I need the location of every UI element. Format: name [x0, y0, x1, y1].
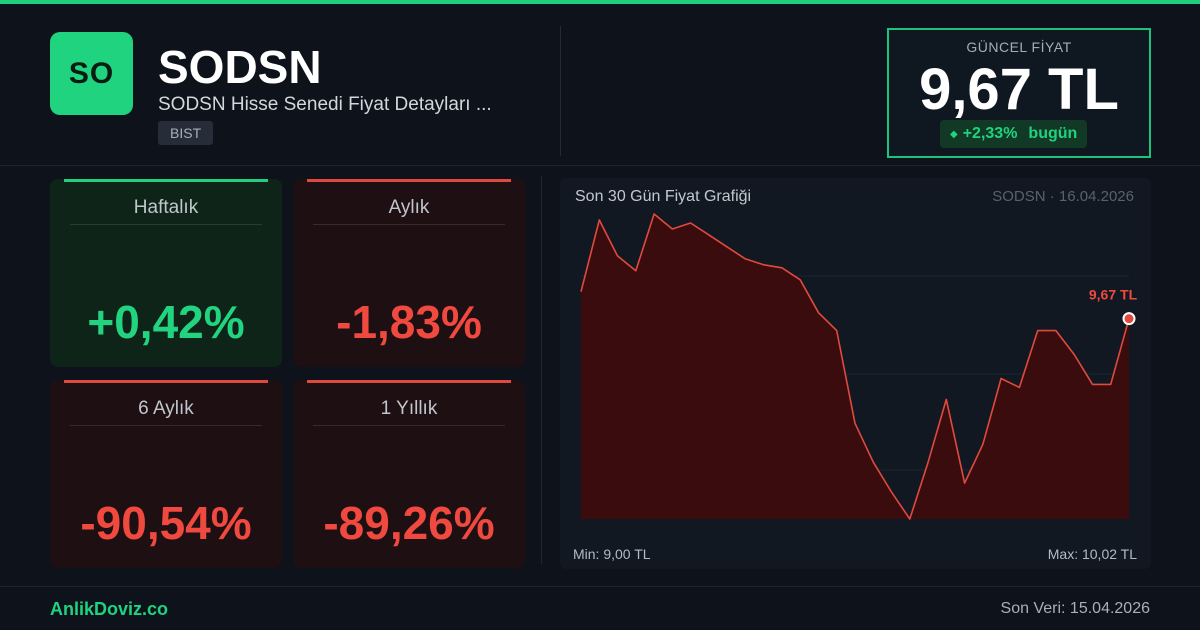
header-divider: [560, 26, 561, 156]
stock-logo: SO: [50, 32, 133, 115]
stock-subtitle: SODSN Hisse Senedi Fiyat Detayları ...: [158, 94, 492, 115]
stat-label: 1 Yıllık: [313, 398, 505, 426]
chart-max-label: Max: 10,02 TL: [1047, 546, 1137, 562]
brand-link[interactable]: AnlikDoviz.co: [50, 599, 169, 619]
header-separator: [0, 165, 1200, 166]
card-accent: [64, 179, 268, 182]
stat-value: -1,83%: [336, 296, 482, 348]
card-accent: [64, 380, 268, 383]
stat-card-6-month: 6 Aylık -90,54%: [50, 380, 282, 568]
current-price-label: GÜNCEL FİYAT: [966, 39, 1072, 55]
logo-text: SO: [68, 56, 115, 90]
content-divider: [541, 176, 542, 564]
stat-card-monthly: Aylık -1,83%: [293, 179, 525, 367]
stat-label: 6 Aylık: [70, 398, 262, 426]
chart-min-label: Min: 9,00 TL: [573, 546, 651, 562]
chart-meta: SODSN · 16.04.2026: [992, 188, 1134, 205]
ticker-symbol: SODSN: [158, 41, 322, 93]
stat-value: -89,26%: [323, 497, 495, 549]
chart-panel: [560, 178, 1151, 569]
card-accent: [307, 380, 511, 383]
up-diamond-icon: ◆: [950, 128, 958, 140]
stat-label: Aylık: [313, 197, 505, 225]
top-accent-bar: [0, 0, 1200, 4]
stat-value: -90,54%: [80, 497, 252, 549]
stat-label: Haftalık: [70, 197, 262, 225]
footer-separator: [0, 586, 1200, 587]
exchange-label: BIST: [170, 125, 202, 141]
daily-change-suffix: bugün: [1028, 125, 1078, 142]
chart-title: Son 30 Gün Fiyat Grafiği: [575, 188, 752, 205]
card-accent: [307, 179, 511, 182]
daily-change-badge: ◆ +2,33% bugün: [940, 120, 1088, 148]
stat-value: +0,42%: [87, 296, 245, 348]
stat-card-1-year: 1 Yıllık -89,26%: [293, 380, 525, 568]
current-price-box: GÜNCEL FİYAT 9,67 TL ◆ +2,33% bugün: [887, 28, 1151, 158]
last-data-date: Son Veri: 15.04.2026: [1000, 600, 1150, 617]
stat-card-weekly: Haftalık +0,42%: [50, 179, 282, 367]
exchange-badge: BIST: [158, 121, 214, 145]
current-price-value: 9,67 TL: [919, 57, 1119, 122]
daily-change-value: +2,33%: [962, 125, 1018, 142]
